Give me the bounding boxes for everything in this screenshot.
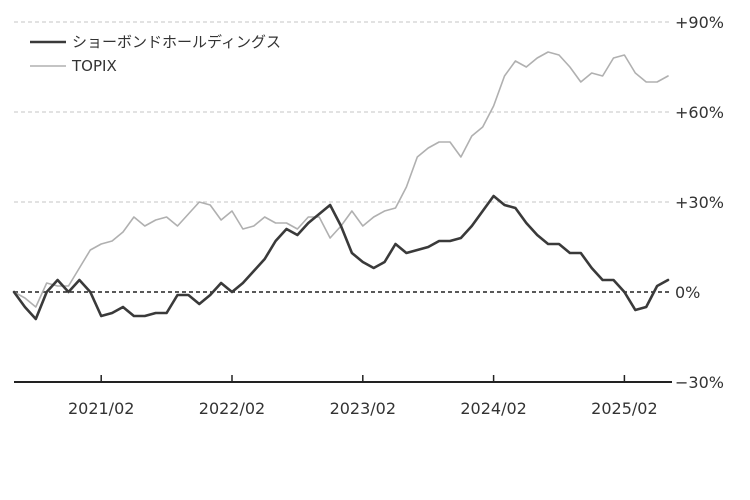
y-tick-label: +30% (675, 193, 724, 212)
x-tick-label: 2025/02 (591, 399, 657, 418)
y-tick-label: +60% (675, 103, 724, 122)
gridlines (14, 21, 672, 293)
series-line-topix (13, 51, 669, 308)
x-tick-label: 2021/02 (68, 399, 134, 418)
series-line-shobond (12, 194, 670, 321)
axes: +90% +60% +30% 0% −30% 2021/02 2022/02 2023/02 2… (14, 13, 724, 418)
y-tick-label: −30% (675, 373, 724, 392)
x-tick-label: 2022/02 (199, 399, 265, 418)
legend-label: TOPIX (71, 57, 117, 75)
x-tick-label: 2024/02 (460, 399, 526, 418)
x-tick-label: 2023/02 (330, 399, 396, 418)
y-tick-label: +90% (675, 13, 724, 32)
legend-label: ショーボンドホールディングス (72, 33, 281, 51)
legend: ショーボンドホールディングス TOPIX (30, 33, 281, 75)
y-tick-label: 0% (675, 283, 700, 302)
series-lines (12, 51, 670, 321)
